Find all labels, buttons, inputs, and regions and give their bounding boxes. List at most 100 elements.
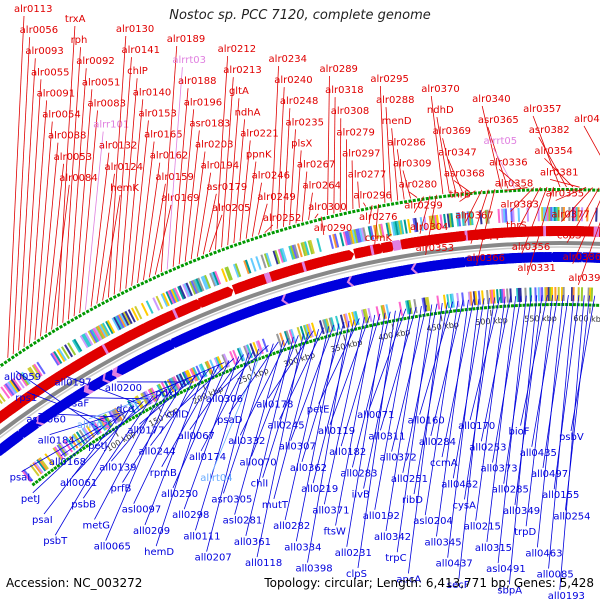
top-leader-line: [476, 189, 496, 265]
bottom-gene-label: all0250: [161, 489, 198, 500]
cog-mark-outer: [548, 207, 551, 222]
orf-dot-inner: [144, 408, 149, 413]
top-leader-line: [215, 55, 229, 250]
cog-mark-inner: [549, 287, 552, 302]
orf-dot-inner: [499, 304, 503, 309]
cog-mark-outer: [392, 221, 398, 236]
bottom-leader-line: [155, 366, 215, 547]
top-gene-label: alr0088: [48, 131, 86, 142]
top-leader-line: [143, 162, 161, 281]
cog-mark-outer: [12, 377, 22, 391]
top-gene-label: ndhD: [427, 105, 454, 116]
top-gene-label: alr0130: [116, 24, 154, 35]
top-gene-label: alrrt05: [483, 136, 517, 147]
top-gene-label: alr0196: [184, 97, 222, 108]
orf-dot-outer: [97, 303, 102, 308]
orf-dot-outer: [456, 193, 460, 197]
cog-mark-outer: [204, 274, 212, 289]
cog-mark-outer: [571, 207, 575, 222]
top-gene-label: alr0054: [42, 110, 80, 121]
top-leader-line: [487, 126, 509, 189]
cog-mark-outer: [197, 277, 205, 292]
cog-mark-outer: [435, 214, 440, 229]
orf-dot-outer: [292, 224, 297, 229]
cog-mark-outer: [209, 272, 217, 287]
cog-mark-outer: [307, 240, 314, 255]
kbp-tick-label: 450 kbp: [426, 320, 460, 333]
cog-mark-inner: [183, 371, 192, 385]
orf-dot-outer: [208, 252, 213, 257]
top-leader-line: [178, 109, 195, 265]
orf-dot-inner: [179, 390, 184, 395]
bottom-leader-line: [553, 295, 580, 490]
bottom-leader-line: [60, 406, 135, 457]
cog-mark-outer: [195, 278, 203, 292]
cog-mark-outer: [265, 252, 272, 267]
cog-mark-outer: [360, 227, 366, 242]
cog-mark-outer: [297, 243, 303, 258]
bottom-leader-line: [245, 336, 294, 536]
map-title: Nostoc sp. PCC 7120, complete genome: [169, 8, 431, 23]
cog-mark-outer: [385, 222, 391, 237]
cog-mark-inner: [190, 367, 199, 382]
top-leader-line: [29, 100, 48, 344]
orf-dot-outer: [74, 315, 79, 320]
cog-mark-outer: [114, 315, 124, 330]
bottom-gene-label: dcd: [116, 404, 134, 415]
top-leader-line: [148, 183, 166, 278]
orf-dot-outer: [89, 307, 94, 312]
bottom-gene-label: psbT: [43, 536, 68, 547]
cog-mark-outer: [443, 213, 447, 229]
cog-mark-inner: [236, 347, 244, 362]
top-gene-label: alr0246: [252, 171, 290, 182]
orf-dot-inner: [250, 359, 255, 364]
cog-mark-outer: [124, 310, 133, 325]
orf-dot-outer: [188, 260, 193, 265]
bottom-gene-label: all0139: [99, 462, 136, 473]
top-gene-label: hemK: [110, 183, 139, 194]
cog-mark-outer: [552, 207, 555, 222]
bottom-gene-label: all0283: [340, 468, 377, 479]
top-leader-line: [425, 194, 437, 255]
cog-mark-inner: [209, 359, 217, 373]
cog-mark-outer: [116, 314, 125, 329]
orf-dot-inner: [127, 417, 133, 422]
orf-dot-outer: [254, 236, 259, 240]
cog-mark-outer: [182, 283, 190, 298]
cog-mark-outer: [155, 295, 164, 310]
top-gene-label: alr0169: [161, 193, 199, 204]
cog-mark-outer: [504, 208, 508, 223]
orf-dot-outer: [574, 188, 578, 192]
bottom-leader-line: [413, 302, 448, 495]
top-leader-line: [521, 186, 548, 254]
top-gene-label: trxA: [65, 14, 86, 25]
cog-mark-inner: [195, 365, 204, 380]
cog-mark-inner: [310, 322, 317, 337]
bottom-leader-line: [273, 329, 319, 499]
cog-mark-inner: [330, 317, 336, 332]
orf-dot-inner: [272, 351, 276, 356]
cog-mark-inner: [398, 301, 404, 316]
orf-dot-inner: [584, 303, 588, 307]
bottom-gene-label: all0193: [548, 591, 585, 600]
top-leader-line: [481, 105, 502, 189]
orf-dot-outer: [51, 329, 56, 334]
top-leader-line: [408, 191, 418, 198]
cog-mark-inner: [519, 287, 523, 302]
bottom-gene-label: all0192: [363, 511, 400, 522]
bottom-leader-line: [88, 393, 158, 420]
cog-mark-inner: [198, 364, 207, 378]
orf-dot-outer: [288, 225, 292, 230]
cog-mark-inner: [318, 320, 325, 335]
bottom-leader-line: [82, 396, 153, 499]
orf-dot-outer: [592, 188, 596, 192]
cog-mark-outer: [367, 226, 373, 241]
cog-mark-outer: [362, 227, 368, 242]
orf-dot-inner: [384, 320, 388, 325]
top-gene-label: asr0365: [478, 115, 519, 126]
orf-dot-inner: [78, 448, 83, 453]
cog-mark-inner: [580, 287, 584, 302]
cog-mark-outer: [423, 216, 428, 231]
cog-mark-inner: [157, 383, 167, 397]
cog-mark-outer: [434, 215, 438, 230]
